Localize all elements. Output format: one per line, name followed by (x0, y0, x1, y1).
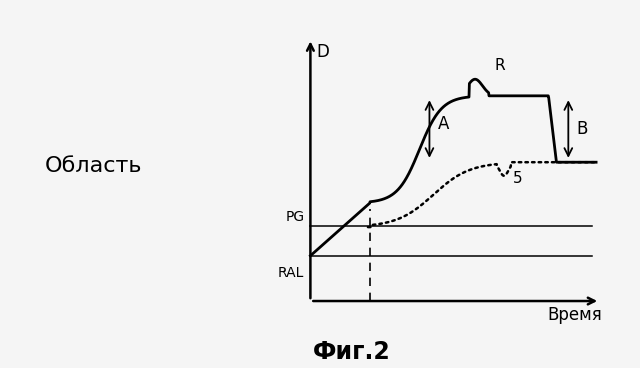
Text: Область: Область (45, 156, 142, 176)
Text: PG: PG (285, 210, 305, 224)
Text: Фиг.2: Фиг.2 (313, 340, 391, 364)
Text: RAL: RAL (278, 266, 305, 280)
Text: A: A (437, 116, 449, 134)
Text: D: D (316, 43, 329, 61)
Text: 5: 5 (513, 171, 522, 186)
Text: B: B (576, 120, 588, 138)
Text: R: R (495, 58, 506, 73)
Text: Время: Время (547, 305, 602, 323)
